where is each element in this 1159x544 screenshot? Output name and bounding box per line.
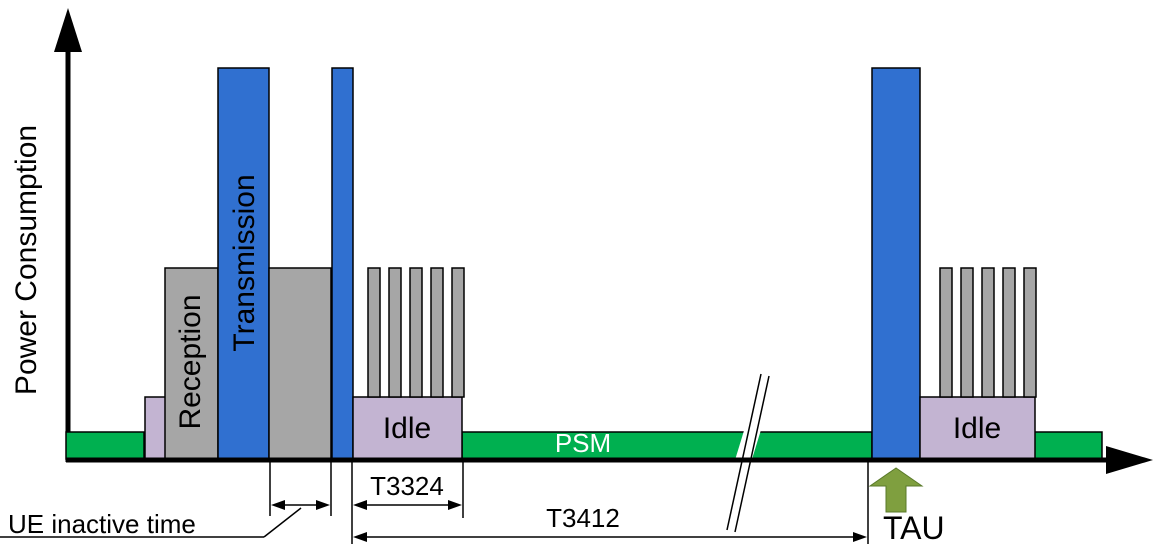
idle-label-2: Idle xyxy=(953,412,1001,445)
paging-spike xyxy=(367,267,381,398)
x-axis-arrowhead xyxy=(1106,446,1153,474)
idle-label-1: Idle xyxy=(383,412,431,445)
release-pulse xyxy=(331,67,354,460)
idle-block-2 xyxy=(919,396,1036,460)
t3412-arrow xyxy=(353,532,867,542)
paging-spike xyxy=(1023,267,1037,398)
timer-markers xyxy=(269,460,869,544)
paging-spike xyxy=(409,267,423,398)
ue-inactive-arrow xyxy=(271,500,330,510)
psm-bar-start xyxy=(65,431,145,460)
paging-spike xyxy=(960,267,974,398)
paging-spikes-2 xyxy=(939,267,1037,398)
ue-inactive-leader xyxy=(0,507,302,538)
transmission-block xyxy=(217,67,270,460)
paging-spike xyxy=(1002,267,1016,398)
paging-spike xyxy=(981,267,995,398)
tau-up-arrow xyxy=(868,467,924,513)
tau-label: TAU xyxy=(883,510,945,544)
psm-bar-main xyxy=(461,431,873,460)
connected-gray-block xyxy=(268,267,332,460)
paging-spike xyxy=(388,267,402,398)
idle-step-small xyxy=(144,396,167,460)
t3412-label: T3412 xyxy=(546,503,620,533)
psm-bar-end xyxy=(1033,431,1103,460)
ue-inactive-label: UE inactive time xyxy=(8,509,196,539)
psm-label: PSM xyxy=(555,428,611,458)
t3324-label: T3324 xyxy=(370,471,444,501)
y-axis-label: Power Consumption xyxy=(10,125,43,395)
y-axis-arrowhead xyxy=(54,8,82,52)
paging-spikes-1 xyxy=(367,267,465,398)
transmission-label: Transmission xyxy=(228,174,261,351)
reception-label: Reception xyxy=(174,294,207,429)
t3324-arrow xyxy=(353,500,462,510)
paging-spike xyxy=(430,267,444,398)
paging-spike xyxy=(451,267,465,398)
paging-spike xyxy=(939,267,953,398)
tau-transmission-block xyxy=(871,67,921,460)
